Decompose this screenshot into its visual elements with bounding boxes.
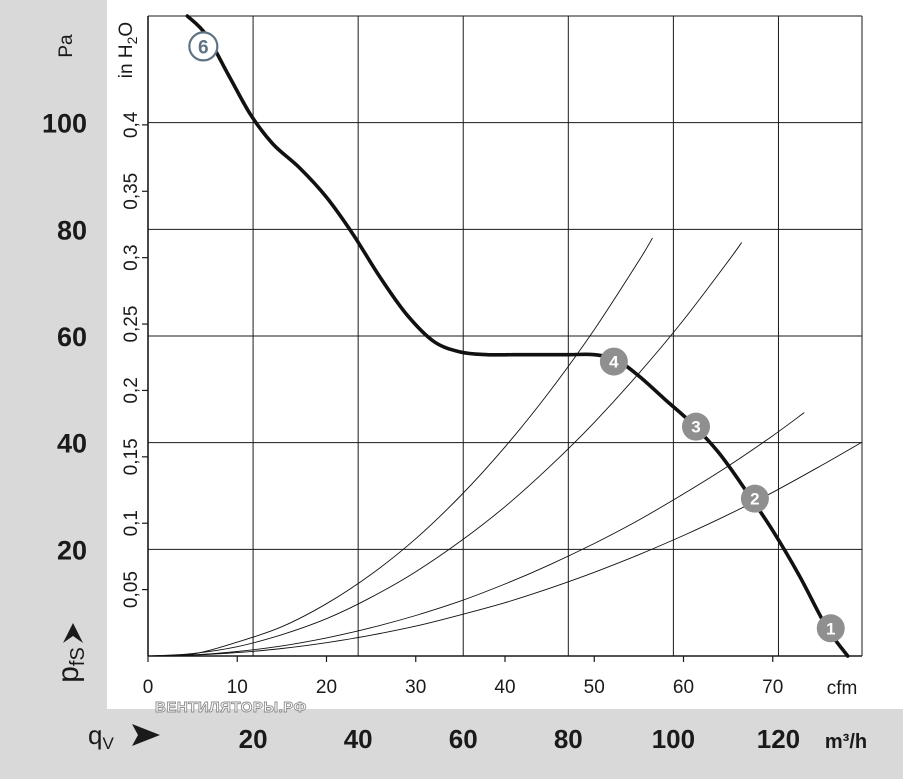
cfm-tick-label: 70: [762, 677, 783, 698]
grid: [147, 15, 863, 657]
operating-points: 1 2 3 4 6: [188, 31, 845, 643]
operating-point-label: 1: [826, 619, 835, 638]
m3h-tick-label: 80: [554, 724, 583, 754]
bottom-axis-band: [0, 709, 903, 779]
system-curve-line: [147, 242, 742, 657]
operating-point-label: 4: [609, 353, 619, 372]
qv-axis-label: qV: [88, 720, 114, 753]
m3h-tick-label: 100: [652, 724, 695, 754]
inh2o-tick-label: 0,1: [121, 510, 142, 536]
inh2o-tick-label: 0,15: [121, 438, 142, 475]
pfs-arrow-icon: [63, 623, 83, 643]
cfm-tick-label: 10: [227, 677, 248, 698]
inh2o-tick-label: 0,25: [121, 306, 142, 343]
inh2o-tick-label: 0,4: [121, 111, 142, 138]
cfm-tick-label: 20: [316, 677, 337, 698]
pa-tick-label: 60: [57, 322, 87, 352]
operating-point-marker: [681, 412, 710, 441]
m3h-unit-label: m³/h: [825, 731, 867, 753]
cfm-tick-label: 30: [405, 677, 426, 698]
cfm-tick-label: 0: [143, 677, 154, 698]
curves: [147, 14, 863, 658]
tick-labels: 0 10 20 30 40 50 60 70 0,05 0,1 0,15 0,2 0,25 0,3 0,35…: [42, 109, 800, 754]
qv-arrow-icon: [132, 724, 160, 746]
operating-point-marker: [599, 347, 628, 376]
m3h-tick-label: 20: [239, 724, 268, 754]
inh2o-tick-label: 0,3: [121, 244, 142, 270]
operating-point-marker: [740, 484, 769, 513]
inh2o-tick-label: 0,05: [121, 571, 142, 608]
pa-unit-label: Pa: [56, 34, 77, 58]
left-axis-band: [0, 0, 107, 779]
operating-point-label: 6: [198, 37, 209, 58]
operating-point-label: 3: [691, 418, 700, 437]
operating-point-marker: [816, 614, 845, 643]
cfm-tick-label: 50: [584, 677, 605, 698]
system-curve-line: [147, 441, 863, 657]
m3h-tick-label: 120: [757, 724, 800, 754]
operating-point-label: 2: [750, 490, 759, 509]
m3h-tick-label: 60: [449, 724, 478, 754]
operating-point-marker: [188, 31, 219, 62]
system-curve-line: [147, 412, 805, 657]
inh2o-tick-label: 0,2: [121, 377, 142, 403]
m3h-tick-label: 40: [344, 724, 373, 754]
cfm-tick-label: 40: [494, 677, 515, 698]
inh2o-tick-label: 0,35: [121, 173, 142, 210]
pa-tick-label: 40: [57, 429, 87, 459]
system-curve-line: [147, 237, 653, 657]
inh2o-unit-label: in H2O: [116, 22, 140, 78]
cfm-unit-label: cfm: [827, 678, 858, 699]
fan-curve-line: [185, 14, 850, 658]
pa-tick-label: 20: [57, 535, 87, 565]
cfm-tick-label: 60: [673, 677, 694, 698]
pfs-axis-label: pfS: [52, 647, 89, 683]
axis-units: Pa in H2O cfm m³/h pfS qV: [52, 22, 867, 753]
pa-tick-label: 80: [57, 215, 87, 245]
pa-tick-label: 100: [42, 109, 87, 139]
watermark: ВЕНТИЛЯТОРЫ.РФ: [155, 699, 307, 716]
